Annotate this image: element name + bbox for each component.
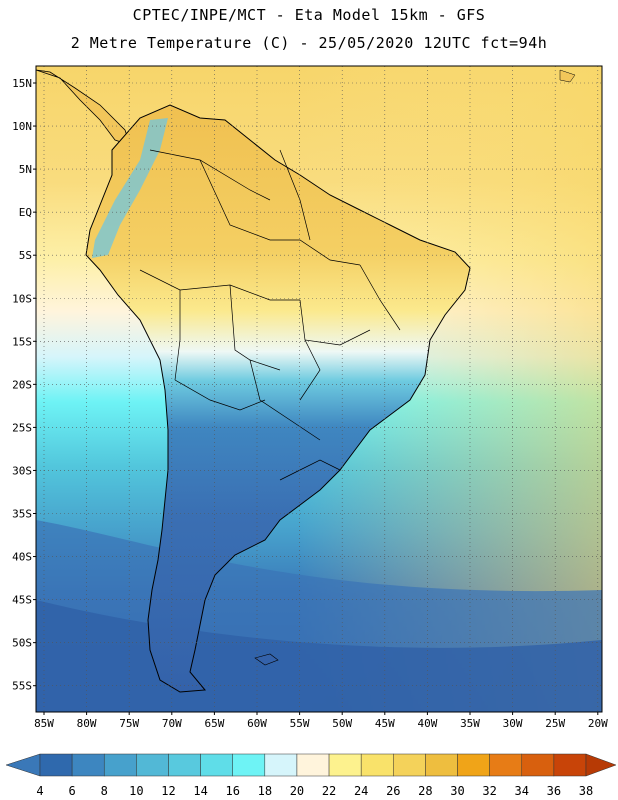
- lon-tick-label: 65W: [204, 717, 224, 730]
- colorbar-label: 22: [322, 784, 336, 798]
- colorbar-box: [71, 753, 105, 777]
- colorbar-label: 32: [482, 784, 496, 798]
- colorbar-max-arrow: [585, 753, 617, 777]
- colorbar-label: 38: [579, 784, 593, 798]
- caribbean-island: [559, 69, 576, 83]
- lat-tick-label: 30S: [12, 464, 32, 477]
- colorbar-label: 10: [129, 784, 143, 798]
- lon-tick-label: 20W: [588, 717, 608, 730]
- lat-tick-label: 5N: [19, 163, 32, 176]
- map-field: [36, 66, 602, 712]
- colorbar-label: 14: [193, 784, 207, 798]
- colorbar-box: [360, 753, 394, 777]
- lat-tick-label: 15S: [12, 335, 32, 348]
- lat-tick-label: 50S: [12, 637, 32, 650]
- lon-tick-label: 25W: [545, 717, 565, 730]
- colorbar-label: 20: [290, 784, 304, 798]
- lat-tick-label: 35S: [12, 508, 32, 521]
- colorbar-label: 26: [386, 784, 400, 798]
- country-borders: [139, 149, 401, 481]
- colorbar-label: 8: [101, 784, 108, 798]
- lon-tick-label: 85W: [34, 717, 54, 730]
- colorbar-label: 24: [354, 784, 368, 798]
- lat-tick-label: 45S: [12, 594, 32, 607]
- colorbar-label: 6: [69, 784, 76, 798]
- lat-tick-label: 20S: [12, 378, 32, 391]
- andes-cold-strip: [92, 118, 168, 258]
- colorbar-box: [136, 753, 169, 777]
- map-title-line2: 2 Metre Temperature (C) - 25/05/2020 12U…: [70, 34, 548, 52]
- colorbar-label: 30: [450, 784, 464, 798]
- colorbar-label: 16: [225, 784, 239, 798]
- colorbar: 4 6 8 10 12 14 16 18 20 22 24 26 28 30 32 34 36 38: [5, 753, 617, 798]
- lon-tick-label: 35W: [460, 717, 480, 730]
- falkland-islands: [254, 653, 279, 666]
- lon-axis: 85W 80W 75W 70W 65W 60W 55W 50W 45W 40W 35W 30W 25W 2…: [34, 712, 608, 730]
- lon-tick-label: 40W: [417, 717, 437, 730]
- lat-tick-label: 5S: [19, 249, 32, 262]
- lon-tick-label: 75W: [119, 717, 139, 730]
- colorbar-box: [553, 753, 587, 777]
- lon-tick-label: 45W: [375, 717, 395, 730]
- colorbar-label: 34: [515, 784, 529, 798]
- colorbar-box: [489, 753, 523, 777]
- colorbar-box: [521, 753, 555, 777]
- lat-tick-label: 10S: [12, 292, 32, 305]
- colorbar-label: 4: [36, 784, 43, 798]
- lon-tick-label: 30W: [503, 717, 523, 730]
- colorbar-box: [103, 753, 137, 777]
- lon-tick-label: 70W: [162, 717, 182, 730]
- colorbar-box: [457, 753, 490, 777]
- colorbar-label: 12: [161, 784, 175, 798]
- lat-tick-label: 55S: [12, 680, 32, 693]
- lat-axis: 15N 10N 5N EQ 5S 10S 15S 20S 25S 30S 35S 40S 45S 50S 5…: [12, 77, 36, 693]
- colorbar-box: [232, 753, 266, 777]
- lat-tick-label: 10N: [12, 120, 32, 133]
- lon-tick-label: 50W: [332, 717, 352, 730]
- map-frame: [35, 65, 603, 713]
- colorbar-box: [200, 753, 233, 777]
- colorbar-box: [425, 753, 458, 777]
- colorbar-box: [296, 753, 330, 777]
- lon-tick-label: 80W: [77, 717, 97, 730]
- colorbar-box: [264, 753, 298, 777]
- colorbar-box: [393, 753, 426, 777]
- colorbar-label: 18: [258, 784, 272, 798]
- colorbar-box: [328, 753, 362, 777]
- colorbar-box: [39, 753, 73, 777]
- lat-tick-label: 25S: [12, 421, 32, 434]
- south-america-land: [85, 104, 471, 693]
- colorbar-label: 36: [547, 784, 561, 798]
- lat-tick-label: EQ: [19, 206, 32, 219]
- colorbar-min-arrow: [5, 753, 41, 777]
- lat-tick-label: 40S: [12, 551, 32, 564]
- map-title-line1: CPTEC/INPE/MCT - Eta Model 15km - GFS: [132, 6, 486, 24]
- colorbar-box: [168, 753, 201, 777]
- lon-tick-label: 55W: [290, 717, 310, 730]
- colorbar-label: 28: [418, 784, 432, 798]
- lon-tick-label: 60W: [247, 717, 267, 730]
- lat-tick-label: 15N: [12, 77, 32, 90]
